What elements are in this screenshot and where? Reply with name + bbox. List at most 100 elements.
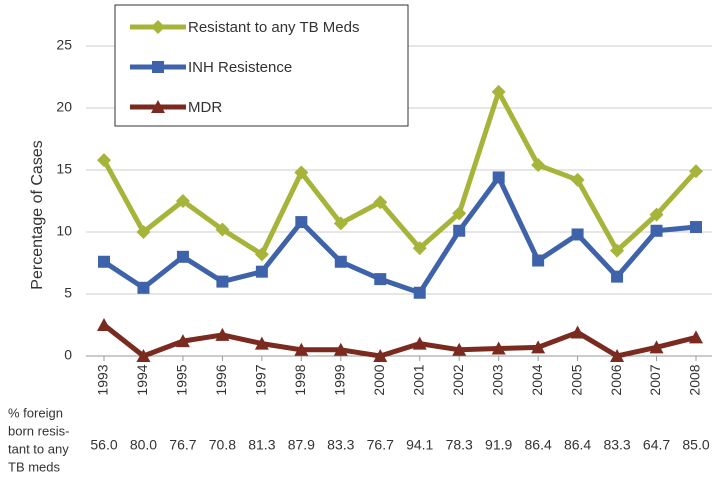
series-line [101, 89, 698, 257]
footer-value: 64.7 [643, 437, 670, 453]
footer-value: 86.4 [525, 437, 552, 453]
data-point [413, 286, 426, 299]
x-tick-label: 1998 [292, 364, 308, 395]
data-point [333, 216, 348, 231]
data-point [215, 327, 230, 341]
y-tick-label: 0 [64, 347, 72, 363]
data-point [650, 224, 663, 237]
data-point [175, 194, 190, 208]
data-point [690, 221, 702, 234]
data-point [97, 318, 111, 331]
data-point [491, 84, 506, 99]
data-point [255, 265, 268, 278]
data-point [570, 172, 585, 187]
x-tick-label: 1995 [174, 364, 190, 395]
footer-label: tant to any [8, 441, 69, 456]
legend-marker [151, 100, 165, 113]
data-point [531, 158, 546, 173]
y-axis-title: Percentage of Cases [29, 140, 46, 289]
x-tick-label: 1993 [95, 364, 111, 395]
footer-label: TB meds [8, 459, 61, 474]
y-tick-label: 5 [64, 285, 72, 301]
x-tick-label: 1999 [332, 364, 348, 395]
y-tick-label: 20 [56, 99, 72, 115]
data-point [137, 281, 150, 294]
data-point [689, 164, 703, 179]
data-point [649, 207, 664, 222]
footer-value: 83.3 [327, 437, 354, 453]
data-point [333, 342, 348, 356]
footer-value: 80.0 [130, 437, 157, 453]
legend-label: INH Resistence [188, 59, 292, 76]
data-point [176, 250, 189, 263]
footer-value: 70.8 [209, 437, 236, 453]
data-point [531, 340, 546, 354]
footer-value: 76.7 [367, 437, 394, 453]
footer-value: 87.9 [288, 437, 315, 453]
x-tick-label: 2001 [410, 364, 426, 395]
y-tick-label: 15 [56, 161, 72, 177]
data-point [452, 342, 467, 356]
x-tick-label: 2000 [371, 364, 387, 395]
y-tick-label: 10 [56, 223, 72, 239]
x-tick-label: 2005 [568, 364, 584, 395]
data-point [294, 165, 309, 180]
x-tick-label: 1994 [134, 364, 150, 395]
footer-value: 56.0 [90, 437, 117, 453]
data-point [373, 349, 388, 362]
data-point [649, 340, 664, 354]
x-tick-label: 2003 [489, 364, 505, 395]
x-tick-label: 1996 [213, 364, 229, 395]
data-point [295, 216, 308, 229]
data-point [532, 254, 545, 267]
data-point [570, 325, 585, 339]
footer-label: % foreign [8, 405, 63, 420]
data-point [175, 334, 190, 348]
data-point [689, 330, 703, 344]
footer-value: 94.1 [406, 437, 433, 453]
footer-value: 91.9 [485, 437, 512, 453]
legend-marker [151, 20, 165, 34]
x-tick-label: 2008 [687, 364, 703, 395]
series-line [102, 174, 697, 296]
legend-marker [152, 61, 164, 73]
data-point [136, 349, 151, 362]
data-point [611, 270, 624, 283]
series-line [102, 323, 697, 359]
data-point [294, 342, 309, 356]
y-tick-label: 25 [56, 37, 72, 53]
data-point [373, 195, 388, 210]
data-point [412, 241, 427, 256]
data-point [412, 336, 427, 350]
x-tick-label: 2007 [647, 364, 663, 395]
data-point [215, 222, 230, 237]
footer-value: 85.0 [682, 437, 709, 453]
footer-value: 81.3 [248, 437, 275, 453]
footer-value: 86.4 [564, 437, 591, 453]
footer-value: 76.7 [169, 437, 196, 453]
footer-label: born resis- [8, 423, 69, 438]
data-point [254, 247, 269, 262]
data-point [610, 243, 625, 258]
data-point [254, 336, 269, 350]
data-point [492, 171, 505, 184]
x-tick-label: 1997 [253, 364, 269, 395]
footer-value: 83.3 [603, 437, 630, 453]
data-point [136, 225, 151, 239]
x-tick-label: 2002 [450, 364, 466, 395]
data-point [374, 273, 387, 286]
data-point [571, 228, 584, 241]
data-point [452, 206, 467, 221]
x-tick-label: 2004 [529, 364, 545, 395]
data-point [334, 255, 347, 268]
data-point [216, 275, 229, 288]
footer-value: 78.3 [446, 437, 473, 453]
legend-label: Resistant to any TB Meds [188, 19, 359, 36]
data-point [453, 224, 466, 237]
data-point [97, 153, 111, 168]
data-point [610, 349, 625, 362]
x-tick-label: 2006 [608, 364, 624, 395]
legend-label: MDR [188, 99, 222, 116]
data-point [491, 341, 506, 355]
